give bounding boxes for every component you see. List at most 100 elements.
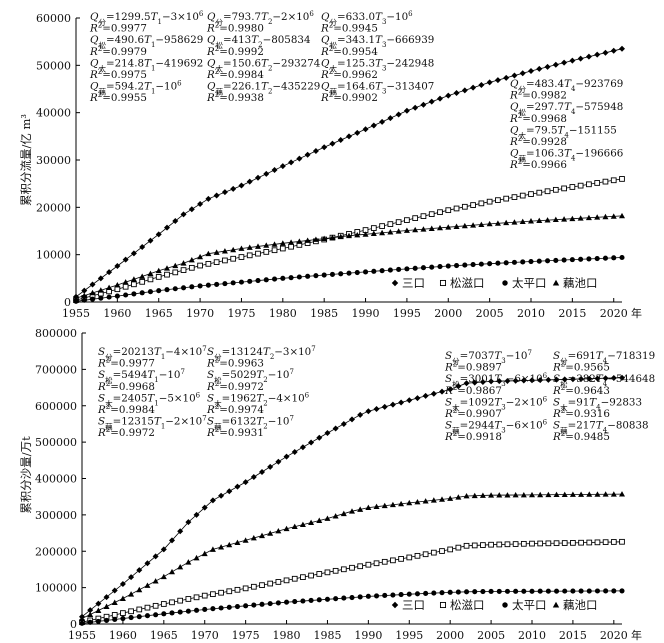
data-point [445, 263, 451, 269]
data-point [471, 542, 478, 549]
data-point [453, 89, 460, 96]
y-tick-label: 60000 [36, 12, 71, 25]
data-point [536, 258, 542, 264]
data-point [362, 269, 369, 275]
data-point [387, 221, 394, 227]
data-point [114, 286, 121, 293]
x-tick-label: 1985 [313, 629, 341, 642]
data-point [486, 220, 493, 227]
x-tick-label: 1985 [310, 307, 338, 320]
data-point [210, 606, 216, 612]
legend-marker [391, 601, 399, 609]
annotation-line: R2=0.9963 [206, 357, 264, 370]
data-point [370, 230, 377, 236]
legend-marker [552, 279, 560, 286]
data-point [324, 430, 331, 437]
y-tick-label: 0 [64, 296, 71, 309]
data-point [496, 378, 503, 385]
data-point [210, 591, 216, 598]
annotation-line: S太=91T4−92833 [553, 396, 642, 412]
data-point [357, 506, 364, 512]
data-point [414, 591, 421, 597]
data-point [453, 205, 460, 212]
data-point [169, 599, 175, 606]
data-point [288, 243, 294, 250]
data-point [602, 49, 609, 56]
data-point [119, 580, 126, 587]
data-point [471, 492, 478, 499]
data-point [160, 601, 167, 607]
data-point [312, 148, 319, 155]
data-point [238, 279, 245, 285]
data-point [520, 377, 527, 384]
data-point [586, 181, 592, 188]
data-point [521, 588, 527, 594]
data-point [486, 198, 493, 205]
data-point [226, 488, 233, 495]
data-point [81, 287, 88, 294]
x-tick-label: 2010 [518, 629, 546, 642]
data-point [153, 612, 159, 618]
data-point [455, 383, 462, 390]
data-point [271, 247, 278, 254]
data-point [379, 118, 386, 125]
data-point [338, 271, 344, 277]
legend-label: 三口 [402, 598, 425, 612]
x-tick-label: 2005 [476, 307, 504, 320]
data-point [428, 211, 435, 217]
data-point [97, 275, 104, 282]
data-point [144, 582, 151, 588]
series-三口 [79, 374, 625, 620]
data-point [594, 375, 601, 382]
data-point [164, 271, 170, 278]
annotation-line: S松=5494T1−107 [98, 368, 185, 385]
data-point [242, 479, 249, 486]
data-point [537, 540, 544, 547]
data-point [480, 589, 486, 595]
data-point [155, 231, 162, 238]
sediment-chart-panel: 0 100000 200000 300000 400000 500000 600000 700… [19, 327, 655, 642]
data-point [291, 575, 298, 582]
data-point [81, 297, 87, 303]
annotation-line: R2=0.9972 [206, 380, 264, 393]
data-point [346, 133, 352, 140]
data-point [503, 74, 510, 81]
legend-label: 藕池口 [563, 276, 598, 290]
data-point [329, 271, 336, 277]
data-point [263, 249, 270, 255]
data-point [494, 77, 501, 84]
data-point [381, 502, 388, 509]
data-point [480, 542, 486, 548]
data-point [447, 386, 454, 393]
data-point [185, 596, 192, 602]
data-point [106, 284, 113, 291]
data-point [123, 292, 129, 298]
data-point [180, 285, 187, 291]
data-point [379, 229, 386, 236]
x-tick-label: 1990 [352, 307, 380, 320]
data-point [536, 65, 543, 72]
data-point [275, 528, 282, 534]
data-point [552, 186, 559, 193]
data-point [139, 243, 146, 250]
annotation-line: R2=0.9565 [552, 361, 610, 374]
data-point [395, 111, 402, 118]
data-point [250, 583, 257, 590]
annotation-line: Q藕=226.1T2−435229 [207, 81, 320, 97]
annotation-line: S分=20213T1−4×107 [98, 345, 207, 362]
data-point [537, 377, 544, 384]
data-point [263, 277, 269, 283]
data-point [404, 217, 410, 223]
regression-annotation: Q分=1299.5T1−3×106R2=0.9977Q松=490.6T1−958… [89, 10, 204, 104]
data-point [87, 607, 94, 614]
data-point [81, 292, 88, 298]
data-point [479, 492, 486, 498]
data-point [578, 256, 584, 262]
data-point [164, 265, 170, 271]
data-point [337, 233, 344, 240]
data-point [131, 281, 137, 288]
data-point [114, 293, 120, 299]
data-point [152, 578, 159, 584]
data-point [519, 218, 526, 225]
data-point [561, 491, 568, 497]
